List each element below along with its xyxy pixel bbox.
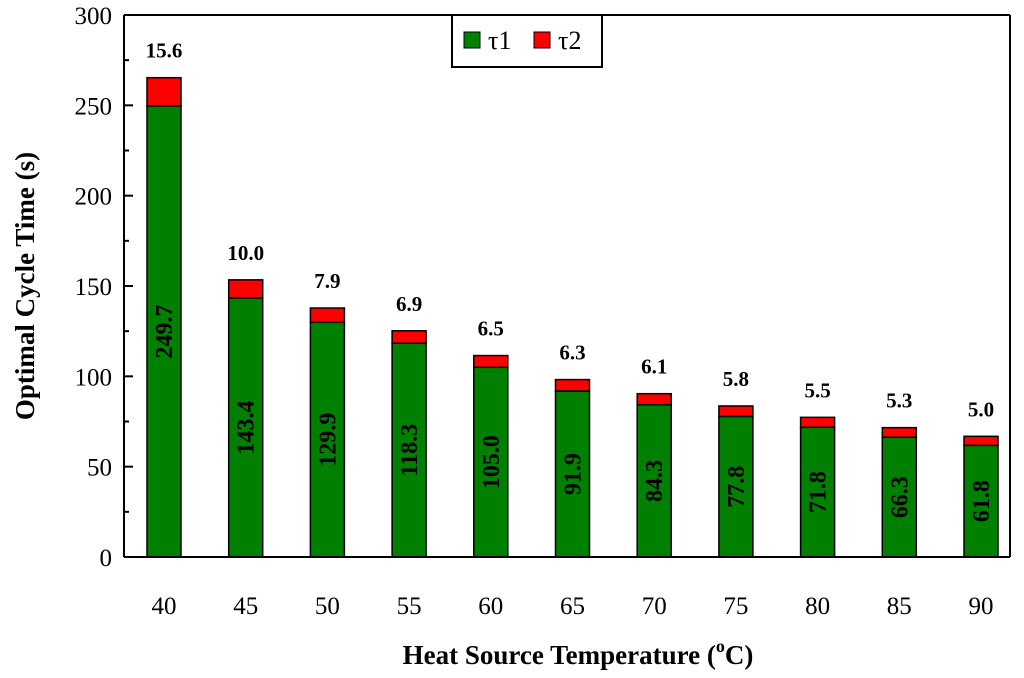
value-label-tau2-70: 6.1: [641, 355, 667, 379]
value-label-tau2-50: 7.9: [314, 269, 340, 293]
bar-tau2-85: [881, 426, 918, 438]
bar-tau2-55: [391, 330, 427, 345]
legend-label-tau2: τ2: [558, 26, 581, 55]
y-tick-label: 50: [87, 455, 112, 482]
y-tick-label: 100: [75, 364, 113, 391]
y-tick-label: 250: [75, 93, 113, 120]
value-label-tau1-50: 129.9: [315, 413, 341, 467]
value-label-tau2-60: 6.5: [478, 317, 504, 341]
x-tick-label-85: 85: [887, 593, 912, 620]
value-label-tau2-80: 5.5: [804, 378, 830, 402]
bar-tau2-75: [718, 405, 754, 418]
x-tick-label-60: 60: [478, 593, 503, 620]
bar-tau2-70: [636, 392, 672, 406]
bar-tau1-40: [146, 105, 182, 558]
bar-tau2-65: [554, 378, 591, 392]
y-tick-label: 200: [75, 184, 113, 211]
y-tick-label: 150: [75, 274, 113, 301]
value-label-tau2-75: 5.8: [723, 367, 749, 391]
bar-tau1-90: [963, 444, 999, 558]
value-label-tau1-40: 249.7: [152, 304, 178, 358]
value-label-tau1-60: 105.0: [479, 435, 505, 489]
value-label-tau2-85: 5.3: [886, 389, 912, 413]
y-tick-label: 0: [100, 545, 113, 572]
x-tick-label-40: 40: [152, 593, 177, 620]
value-label-tau2-45: 10.0: [227, 241, 264, 265]
bar-tau1-85: [881, 436, 918, 558]
value-label-tau1-75: 77.8: [724, 466, 750, 508]
legend-swatch-tau2: [533, 31, 551, 49]
value-label-tau2-40: 15.6: [146, 39, 183, 63]
bar-tau2-90: [963, 435, 999, 447]
bars-layer: 249.7 15.6 143.4 10.0 129.9 7.9 118.3 6.9 105.0 6…: [146, 39, 999, 558]
y-tick-layer: 0 50 100 150 200 250 300: [75, 3, 133, 572]
value-label-tau2-90: 5.0: [968, 397, 994, 421]
bar-tau1-45: [227, 297, 264, 558]
x-tick-label-80: 80: [805, 593, 830, 620]
x-tick-label-90: 90: [969, 593, 994, 620]
x-tick-label-55: 55: [397, 593, 422, 620]
value-label-tau1-85: 66.3: [887, 476, 913, 518]
legend-swatch-tau1: [463, 31, 481, 49]
value-label-tau1-80: 71.8: [806, 471, 832, 513]
x-tick-label-50: 50: [315, 593, 340, 620]
bar-tau2-45: [227, 279, 264, 299]
x-tick-label-65: 65: [560, 593, 585, 620]
x-tick-label-45: 45: [233, 593, 258, 620]
bar-tau2-80: [799, 416, 836, 429]
value-label-tau1-55: 118.3: [397, 424, 423, 477]
value-label-tau1-90: 61.8: [969, 480, 995, 522]
value-label-tau2-65: 6.3: [559, 341, 585, 365]
bar-tau1-55: [391, 342, 427, 558]
legend: τ1 τ2: [451, 14, 603, 68]
y-axis-title: Optimal Cycle Time (s): [10, 152, 40, 420]
y-tick-label: 300: [75, 3, 113, 30]
bar-tau1-65: [554, 390, 591, 558]
x-tick-layer: 40 45 50 55 60 65 70 75 80 85 90: [152, 593, 994, 620]
value-label-tau2-55: 6.9: [396, 292, 422, 316]
x-tick-label-70: 70: [642, 593, 667, 620]
bar-tau2-60: [473, 354, 509, 369]
x-tick-label-75: 75: [723, 593, 748, 620]
bar-tau2-50: [309, 307, 346, 324]
x-axis-title: Heat Source Temperature (oC): [403, 636, 754, 670]
bar-tau1-75: [718, 415, 754, 558]
value-label-tau1-65: 91.9: [561, 453, 587, 495]
value-label-tau1-70: 84.3: [642, 460, 668, 502]
value-label-tau1-45: 143.4: [234, 400, 260, 454]
bar-tau2-40: [146, 76, 182, 107]
legend-label-tau1: τ1: [488, 26, 511, 55]
